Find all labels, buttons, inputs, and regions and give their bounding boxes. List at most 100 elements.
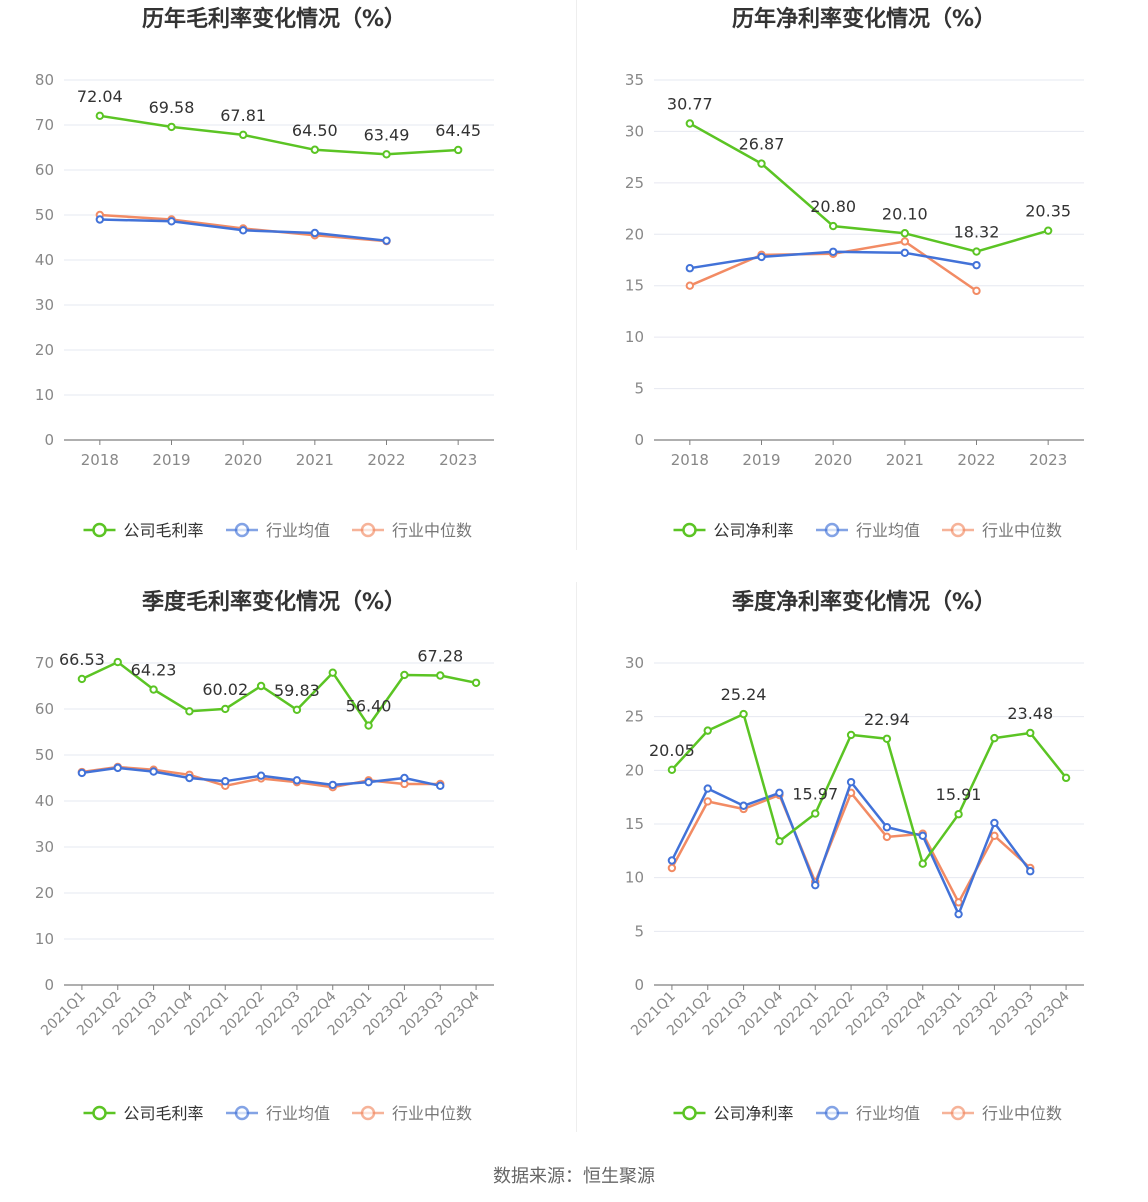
series-line <box>689 122 1049 253</box>
legend-marker <box>234 1105 250 1121</box>
data-point <box>757 252 766 262</box>
y-tick-label: 30 <box>625 122 644 140</box>
data-point <box>972 247 981 256</box>
data-point <box>149 685 158 694</box>
legend-label: 行业中位数 <box>392 521 472 540</box>
x-tick-label: 2023 <box>439 451 477 469</box>
y-tick-label: 60 <box>35 700 54 718</box>
y-tick-label: 10 <box>625 869 644 887</box>
data-point <box>185 707 194 716</box>
data-point <box>757 159 766 168</box>
data-point <box>185 773 194 783</box>
legend-label: 行业中位数 <box>982 1104 1062 1123</box>
data-point <box>77 674 87 684</box>
legend-marker <box>360 1105 376 1121</box>
legend-label: 公司净利率 <box>714 1104 794 1123</box>
data-point <box>685 119 695 128</box>
chart-title: 季度净利率变化情况（%） <box>732 589 996 615</box>
data-point <box>882 832 892 842</box>
data-point <box>238 226 248 235</box>
data-point <box>453 145 463 155</box>
series-line <box>99 114 459 156</box>
data-point <box>113 763 122 773</box>
y-tick-label: 70 <box>35 654 54 672</box>
y-tick-label: 5 <box>634 922 644 940</box>
data-point <box>95 111 105 121</box>
data-label: 15.91 <box>936 785 982 804</box>
data-label: 63.49 <box>364 125 410 144</box>
x-tick-label: 2022 <box>367 451 405 469</box>
data-source-label: 数据来源：恒生聚源 <box>493 1166 655 1187</box>
y-tick-label: 70 <box>35 116 54 134</box>
legend-label: 行业均值 <box>266 521 330 540</box>
data-point <box>990 818 999 828</box>
data-point <box>882 823 892 832</box>
data-point <box>685 264 695 273</box>
data-point <box>811 880 820 890</box>
data-label: 20.05 <box>649 741 695 760</box>
y-tick-label: 35 <box>625 71 644 89</box>
legend-marker <box>950 1105 966 1121</box>
legend-marker <box>92 522 107 538</box>
data-point <box>292 705 302 714</box>
series-line <box>670 791 1032 904</box>
data-label: 20.80 <box>810 197 856 216</box>
y-tick-label: 10 <box>35 386 54 404</box>
x-tick-label: 2022 <box>957 451 995 469</box>
data-point <box>990 831 999 841</box>
y-tick-label: 15 <box>625 277 644 295</box>
y-tick-label: 0 <box>44 976 54 994</box>
chart-title: 历年毛利率变化情况（%） <box>142 6 406 32</box>
y-tick-label: 20 <box>35 341 54 359</box>
data-label: 56.40 <box>346 697 392 716</box>
data-point <box>1026 728 1035 738</box>
y-tick-label: 30 <box>625 654 644 672</box>
chart-title: 季度毛利率变化情况（%） <box>142 589 406 615</box>
legend-label: 行业均值 <box>856 521 920 540</box>
data-point <box>382 236 391 245</box>
data-point <box>739 709 748 719</box>
y-tick-label: 10 <box>35 930 54 948</box>
data-point <box>846 777 856 787</box>
data-point <box>954 909 963 919</box>
data-label: 20.35 <box>1025 202 1071 221</box>
data-point <box>667 856 677 865</box>
data-point <box>667 863 677 873</box>
x-tick-label: 2023 <box>1029 451 1067 469</box>
y-tick-label: 20 <box>35 884 54 902</box>
vertical-divider-top <box>576 0 577 550</box>
data-label: 20.10 <box>882 204 928 223</box>
y-tick-label: 10 <box>625 328 644 346</box>
data-label: 18.32 <box>954 223 1000 242</box>
legend-label: 行业中位数 <box>392 1104 472 1123</box>
data-point <box>436 671 445 680</box>
data-point <box>292 776 302 785</box>
legend-marker <box>92 1105 107 1121</box>
legend-marker <box>824 522 840 538</box>
data-point <box>328 668 337 677</box>
data-point <box>436 781 445 791</box>
y-tick-label: 40 <box>35 792 54 810</box>
data-label: 25.24 <box>721 685 767 704</box>
legend-marker <box>234 522 250 538</box>
y-tick-label: 30 <box>35 838 54 856</box>
data-point <box>900 229 910 238</box>
legend-label: 行业均值 <box>266 1104 330 1123</box>
data-point <box>1061 773 1071 783</box>
data-point <box>167 217 176 226</box>
y-tick-label: 15 <box>625 815 644 833</box>
data-point <box>77 768 87 778</box>
y-tick-label: 25 <box>625 708 644 726</box>
data-point <box>739 801 748 810</box>
series-line <box>670 712 1068 865</box>
data-point <box>364 777 373 787</box>
data-point <box>328 780 337 790</box>
legend-marker <box>682 1105 697 1121</box>
y-tick-label: 0 <box>634 431 644 449</box>
data-point <box>775 836 784 846</box>
data-point <box>256 681 266 691</box>
y-tick-label: 0 <box>634 976 644 994</box>
data-point <box>238 130 248 140</box>
y-tick-label: 5 <box>634 380 644 398</box>
data-point <box>400 670 409 680</box>
